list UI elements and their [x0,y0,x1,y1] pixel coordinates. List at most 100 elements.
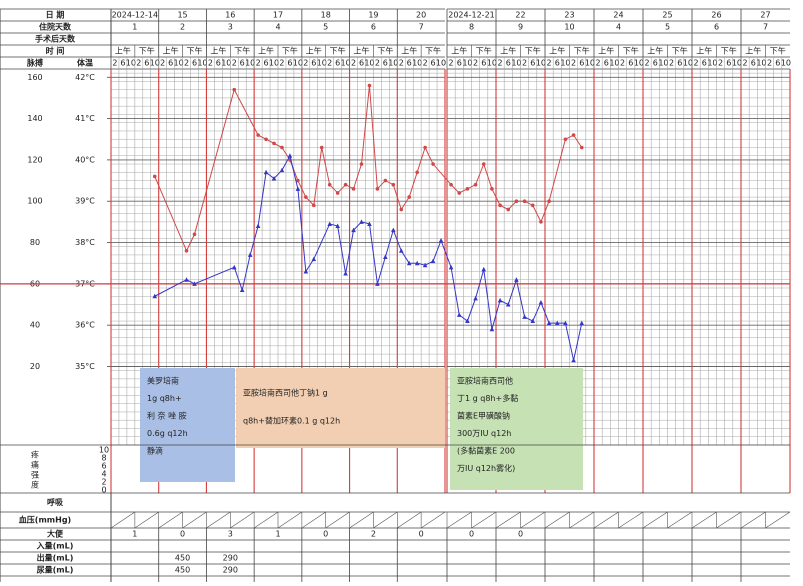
pulse-point [430,258,436,264]
temperature-point [431,162,435,166]
time-label: 10 [732,59,742,68]
bp-slash [301,511,326,529]
bp-slash [544,511,570,529]
date-label: 15 [177,11,187,20]
annotation-text: 亚胺培南西司他丁钠1 g [243,388,328,398]
hospital-day: 5 [323,23,328,32]
record-value: 0 [323,530,328,539]
y-tick-label: 140 [27,114,42,123]
record-value: 0 [419,530,424,539]
annotation-text: 利 奈 唑 胺 [147,411,187,421]
time-label: 2 [327,59,332,68]
record-label: 出量(mL) [37,553,74,563]
bp-slash [349,511,374,529]
pulse-point [563,320,568,326]
time-label: 10 [609,59,619,68]
time-label: 10 [245,59,255,68]
pulse-point [422,262,428,268]
pulse-point [375,281,380,286]
time-label: 6 [287,59,292,68]
time-label: 10 [658,59,668,68]
record-label: 尿量(mL) [37,565,74,575]
annotation-text: 美罗培南 [147,376,179,386]
annotation-text: q8h+替加环素0.1 g q12h [243,416,340,426]
y-tick-label: 100 [27,197,42,206]
time-label: 6 [192,59,197,68]
pulse-point [391,227,396,233]
temperature-point [506,207,511,212]
hospital-day: 6 [371,23,376,32]
bp-slash [765,511,791,529]
period-label: 上午 [354,46,370,56]
period-label: 下午 [234,46,250,56]
pulse-point [359,219,364,224]
hospital-day: 4 [616,23,621,32]
annotation-text: 万IU q12h雾化) [457,463,515,473]
time-label: 6 [240,59,245,68]
time-label: 10 [293,59,303,68]
time-label: 6 [726,59,731,68]
pulse-point [383,254,388,259]
pulse-point [271,175,277,181]
y-tick-label: 160 [27,73,42,82]
pulse-point [514,277,519,282]
date-label: 17 [273,11,283,20]
time-label: 2 [571,59,576,68]
hospital-day: 9 [518,23,523,32]
time-label: 2 [160,59,165,68]
temperature-point [304,195,308,199]
date-label: 2024-12-14 [112,11,159,20]
temperature-point [296,178,300,183]
time-label: 10 [269,59,279,68]
time-label: 10 [174,59,184,68]
date-label: 23 [564,11,574,20]
period-label: 上午 [306,46,322,56]
pain-scale: 2 [101,478,106,487]
time-label: 6 [751,59,756,68]
time-label: 6 [431,59,436,68]
annotation-text: 300万IU q12h [457,429,511,438]
record-value: 1 [132,530,137,539]
time-label: 10 [536,59,546,68]
pulse-point [546,320,552,326]
pulse-point [279,167,285,173]
temperature-point [375,187,380,191]
bp-slash [206,511,231,529]
time-label: 10 [317,59,327,68]
time-label: 2 [767,59,772,68]
record-value: 0 [518,530,523,539]
time-label: 2 [256,59,261,68]
record-value: 1 [275,530,280,539]
time-label: 10 [221,59,231,68]
temperature-point [343,182,348,187]
time-label: 6 [628,59,633,68]
time-label: 10 [560,59,570,68]
time-label: 2 [620,59,625,68]
period-label: 下午 [574,46,590,56]
record-label: 呼吸 [47,497,63,507]
bp-slash [569,511,595,529]
series-line [154,154,583,361]
time-label: 2 [279,59,284,68]
time-label: 6 [579,59,584,68]
pulse-point [473,295,478,301]
time-label: 6 [604,59,609,68]
temperature-point [423,145,427,150]
annotation-box [450,368,583,490]
time-label: 2 [596,59,601,68]
pulse-point [414,260,420,266]
period-label: 下午 [330,46,346,56]
y2-tick-label: 41°C [75,114,95,123]
temperature-point [184,249,189,253]
hospital-day: 4 [275,23,280,32]
temperature-point [335,191,340,195]
annotation-text: 丁1 g q8h+多黏 [457,393,518,403]
record-value: 0 [469,530,474,539]
time-label: 2 [522,59,527,68]
pain-label: 痛 [31,460,39,470]
period-label: 上午 [451,46,467,56]
period-label: 下午 [721,46,737,56]
time-label: 2 [694,59,699,68]
time-label: 2 [136,59,141,68]
time-label: 6 [311,59,316,68]
